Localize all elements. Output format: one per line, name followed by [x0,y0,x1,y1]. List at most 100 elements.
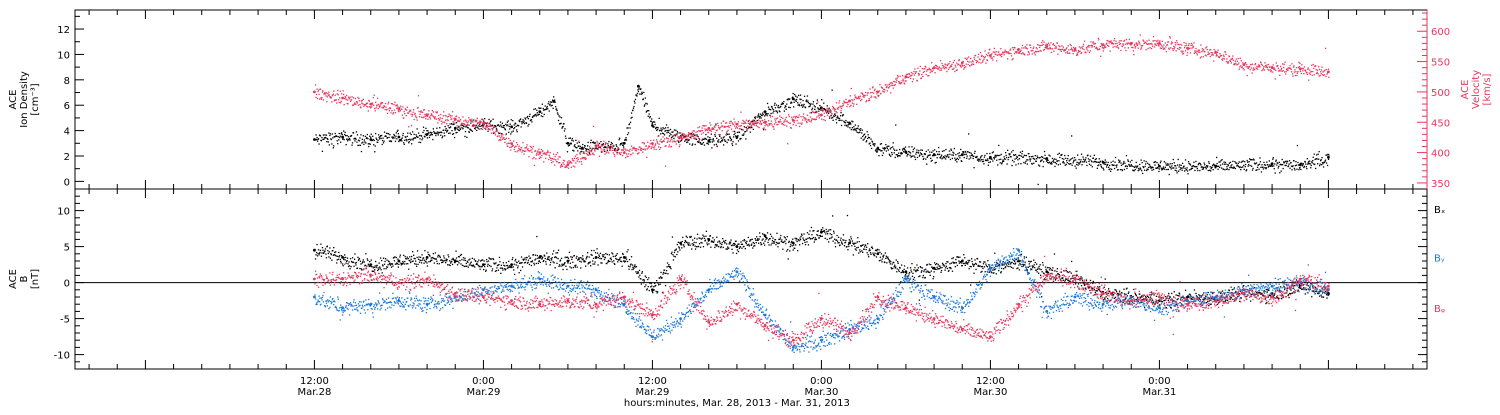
top-series-1-dot [1226,58,1227,59]
top-series-0-dot [925,154,926,155]
top-series-1-dot [915,73,916,74]
top-series-1-dot [714,127,715,128]
top-series-1-dot [394,109,395,110]
top-series-0-dot [622,142,623,143]
top-series-1-dot [646,157,647,158]
top-series-1-dot [852,100,853,101]
top-series-0-dot [341,132,342,133]
bottom-series-0-dot [489,265,490,266]
bottom-series-0-dot [472,258,473,259]
bottom-series-0-dot [649,290,650,291]
top-series-1-dot [341,101,342,102]
top-series-1-dot [669,141,670,142]
top-series-1-dot [842,103,843,104]
bottom-series-0-dot [648,277,649,278]
top-series-1-dot [1252,64,1253,65]
top-series-0-dot [885,148,886,149]
top-series-0-dot [375,133,376,134]
top-series-1-dot [982,60,983,61]
top-series-0-dot [868,134,869,135]
top-series-0-dot [1184,170,1185,171]
top-series-1-dot [526,146,527,147]
top-series-1-dot [1289,65,1290,66]
top-series-0-dot [1117,169,1118,170]
top-series-1-dot [1240,58,1241,59]
top-series-0-dot [1273,165,1274,166]
top-series-1-dot [430,118,431,119]
top-series-1-dot [1325,76,1326,77]
top-series-0-dot [327,139,328,140]
top-series-0-dot [548,101,549,102]
top-series-0-dot [786,109,787,110]
top-series-1-dot [642,142,643,143]
top-series-1-point-21 [905,75,908,78]
top-series-1-dot [1165,46,1166,47]
top-series-1-dot [917,68,918,69]
top-series-0-dot [370,144,371,145]
top-series-0-dot [531,121,532,122]
top-series-1-dot [784,125,785,126]
top-series-1-dot [869,98,870,99]
top-series-0-dot [767,113,768,114]
bottom-series-0-dot [369,261,370,262]
top-series-0-dot [1097,168,1098,169]
top-series-1-dot [800,102,801,103]
top-series-1-dot [784,120,785,121]
bottom-series-0-dot [464,258,465,259]
top-series-1-dot [800,116,801,117]
top-series-1-dot [616,152,617,153]
top-series-1-dot [667,141,668,142]
top-series-1-dot [538,154,539,155]
top-series-0-dot [943,150,944,151]
top-series-1-dot [1286,68,1287,69]
top-series-1-point-7 [510,142,513,145]
top-series-0-dot [1248,166,1249,167]
top-series-1-dot [1057,43,1058,44]
top-series-1-dot [356,101,357,102]
top-series-0-dot [484,118,485,119]
top-series-1-dot [1132,47,1133,48]
top-series-0-dot [324,134,325,135]
top-series-0-dot [1066,160,1067,161]
top-series-0-dot [956,159,957,160]
top-series-1-dot [454,122,455,123]
top-series-1-dot [930,69,931,70]
top-series-1-dot [979,59,980,60]
top-series-0-dot [589,152,590,153]
top-series-1-dot [378,108,379,109]
bottom-series-0-dot [509,265,510,266]
top-series-1-dot [469,125,470,126]
top-series-0-dot [906,155,907,156]
top-series-0-dot [1266,162,1267,163]
top-series-1-dot [677,140,678,141]
top-series-1-dot [1172,42,1173,43]
top-series-0-dot [326,135,327,136]
top-series-0-dot [421,139,422,140]
top-series-1-dot [1151,48,1152,49]
top-series-1-dot [420,110,421,111]
top-series-1-dot [924,71,925,72]
top-series-0-dot [982,159,983,160]
bottom-series-0-dot [511,267,512,268]
top-series-0-dot [402,137,403,138]
bottom-series-0-dot [607,254,608,255]
top-series-0-dot [650,116,651,117]
top-series-1-dot [1264,62,1265,63]
top-series-1-dot [443,111,444,112]
top-series-1-dot [987,55,988,56]
top-series-1-dot [730,121,731,122]
top-series-1-dot [606,152,607,153]
top-series-1-point-30 [1158,42,1161,45]
top-series-0-dot [766,113,767,114]
bottom-series-0-dot [357,257,358,258]
top-series-0-dot [1177,172,1178,173]
top-series-0-point-8 [538,110,541,113]
top-series-1-dot [1328,77,1329,78]
bottom-series-0-dot [327,250,328,251]
top-series-1-dot [985,56,986,57]
top-series-1-dot [1000,48,1001,49]
bottom-series-0-dot [585,266,586,267]
top-series-1-dot [986,54,987,55]
top-series-0-dot [677,132,678,133]
top-series-1-dot [470,119,471,120]
